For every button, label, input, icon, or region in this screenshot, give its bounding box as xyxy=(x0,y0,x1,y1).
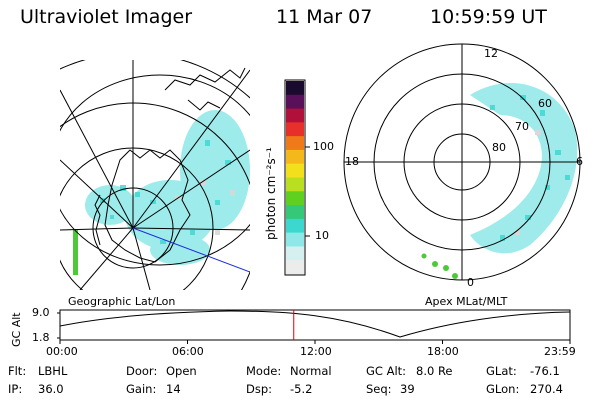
glon-value: 270.4 xyxy=(530,382,563,396)
colorbar-swatch xyxy=(286,177,304,192)
colorbar-label: photon cm⁻²s⁻¹ xyxy=(264,147,278,240)
colorbar-swatch xyxy=(286,218,304,234)
seq-label: Seq: xyxy=(366,382,392,396)
gc-alt-label: GC Alt: xyxy=(366,364,407,378)
colorbar-swatch xyxy=(286,246,304,261)
right-panel-caption: Apex MLat/MLT xyxy=(425,295,508,308)
door-value: Open xyxy=(166,364,197,378)
lat-label-80: 80 xyxy=(492,141,506,154)
left-panel-caption: Geographic Lat/Lon xyxy=(68,295,176,308)
timeline-xtick-3: 18:00 xyxy=(427,345,459,358)
polar-map xyxy=(343,43,581,281)
mlt-label-12: 12 xyxy=(484,47,498,60)
mode-value: Normal xyxy=(290,364,332,378)
gain-value: 14 xyxy=(166,382,181,396)
lat-label-70: 70 xyxy=(515,120,529,133)
look-direction-line xyxy=(132,227,250,273)
seq-value: 39 xyxy=(400,382,415,396)
colorbar-tick-100: 100 xyxy=(313,140,334,153)
glat-value: -76.1 xyxy=(530,364,560,378)
mlt-label-6: 6 xyxy=(576,155,583,168)
instrument-title: Ultraviolet Imager xyxy=(20,6,193,28)
geographic-map xyxy=(60,60,250,290)
glat-label: GLat: xyxy=(486,364,517,378)
colorbar-swatch xyxy=(286,191,304,206)
colorbar-swatch xyxy=(286,81,304,96)
timeline-xtick-2: 12:00 xyxy=(300,345,332,358)
gain-label: Gain: xyxy=(126,382,157,396)
ip-label: IP: xyxy=(8,382,23,396)
colorbar xyxy=(284,79,310,276)
colorbar-swatch xyxy=(286,260,304,275)
filter-label: Flt: xyxy=(8,364,27,378)
mode-label: Mode: xyxy=(246,364,282,378)
timeline-xtick-4: 23:59 xyxy=(544,345,576,358)
right-aurora-emission xyxy=(470,82,578,254)
timeline-ytick-top: 9.0 xyxy=(32,306,50,319)
altitude-timeline xyxy=(57,309,571,344)
colorbar-swatch xyxy=(286,108,304,123)
colorbar-swatch xyxy=(286,136,304,151)
timeline-ytick-bottom: 1.8 xyxy=(32,331,50,344)
polar-green-dots xyxy=(421,253,458,279)
left-edge-emission xyxy=(73,230,78,275)
lat-label-60: 60 xyxy=(538,97,552,110)
dsp-value: -5.2 xyxy=(290,382,313,396)
dsp-label: Dsp: xyxy=(246,382,273,396)
colorbar-tick-10: 10 xyxy=(315,229,329,242)
colorbar-swatch xyxy=(286,94,304,110)
filter-value: LBHL xyxy=(38,364,68,378)
ip-value: 36.0 xyxy=(38,382,64,396)
date-label: 11 Mar 07 xyxy=(276,6,373,28)
mlt-label-18: 18 xyxy=(345,155,359,168)
time-label: 10:59:59 UT xyxy=(430,6,547,28)
mlt-label-0: 0 xyxy=(467,276,474,289)
colorbar-swatch xyxy=(286,232,304,247)
colorbar-swatch xyxy=(286,122,304,137)
colorbar-swatch xyxy=(286,205,304,220)
timeline-ylabel: GC Alt xyxy=(10,312,23,347)
left-aurora-emission xyxy=(85,110,250,265)
door-label: Door: xyxy=(126,364,158,378)
colorbar-swatch xyxy=(286,163,304,178)
colorbar-swatch xyxy=(286,149,304,165)
gc-alt-value: 8.0 Re xyxy=(416,364,453,378)
timeline-xtick-0: 00:00 xyxy=(46,345,78,358)
timeline-xtick-1: 06:00 xyxy=(172,345,204,358)
glon-label: GLon: xyxy=(486,382,520,396)
